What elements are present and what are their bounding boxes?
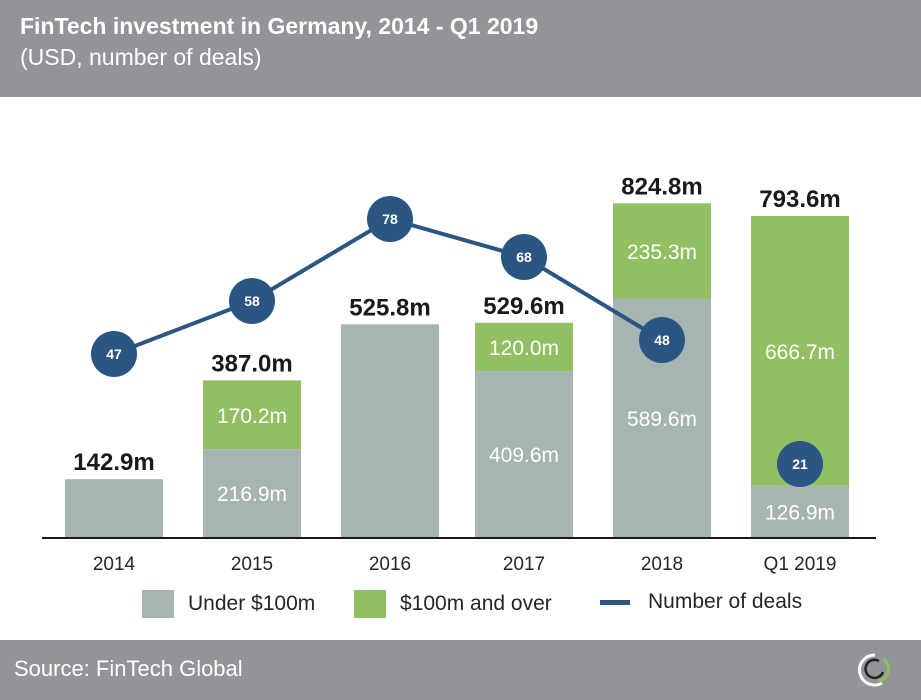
legend-label: Under $100m <box>188 592 316 615</box>
deals-point-label: 78 <box>382 211 398 227</box>
deals-point <box>229 278 275 324</box>
segment-label-over-100m: 170.2m <box>217 405 287 428</box>
total-label: 529.6m <box>483 293 564 320</box>
chart-footer: Source: FinTech Global <box>0 640 921 700</box>
chart-plot-area: 142.9m 2014 216.9m 170.2m 387.0m 2015 525.8m 20… <box>42 173 876 575</box>
chart-subtitle: (USD, number of deals) <box>20 44 262 70</box>
x-tick-label: 2016 <box>369 554 411 575</box>
source-text: Source: FinTech Global <box>14 656 243 681</box>
legend-item-over-100m: $100m and over <box>354 590 552 618</box>
bar-over-100m <box>751 215 849 486</box>
x-tick-label: 2018 <box>641 554 683 575</box>
legend-label: Number of deals <box>648 590 803 613</box>
legend-swatch-under-100m <box>142 590 174 618</box>
deals-point <box>367 196 413 242</box>
deals-point-label: 21 <box>792 456 808 472</box>
chart-header: FinTech investment in Germany, 2014 - Q1… <box>0 0 921 97</box>
legend-line-deals <box>600 599 630 605</box>
chart-title: FinTech investment in Germany, 2014 - Q1… <box>20 13 539 39</box>
bar-over-100m <box>475 322 573 372</box>
x-tick-label: 2015 <box>231 554 273 575</box>
x-tick-label: 2017 <box>503 554 545 575</box>
bar-over-100m <box>613 203 711 299</box>
bar-under-100m <box>475 371 573 537</box>
x-tick-label: Q1 2019 <box>764 554 837 575</box>
deals-point <box>91 331 137 377</box>
segment-label-under-100m: 126.9m <box>765 501 835 524</box>
total-label: 387.0m <box>211 350 292 377</box>
segment-label-under-100m: 216.9m <box>217 483 287 506</box>
legend-swatch-over-100m <box>354 590 386 618</box>
segment-label-over-100m: 666.7m <box>765 341 835 364</box>
bar-under-100m <box>341 324 439 537</box>
deals-point <box>639 317 685 363</box>
bar-under-100m <box>751 485 849 537</box>
total-label: 142.9m <box>73 449 154 476</box>
segment-label-under-100m: 589.6m <box>627 408 697 431</box>
chart-legend: Under $100m $100m and over Number of dea… <box>0 590 921 624</box>
segment-label-over-100m: 235.3m <box>627 241 697 264</box>
total-label: 793.6m <box>759 186 840 213</box>
deals-point-label: 48 <box>654 332 670 348</box>
deals-point-label: 68 <box>516 249 532 265</box>
segment-label-over-100m: 120.0m <box>489 337 559 360</box>
fintech-global-logo-icon <box>858 653 890 687</box>
deals-point-label: 47 <box>106 346 122 362</box>
total-label: 824.8m <box>621 173 702 200</box>
legend-item-deals: Number of deals <box>598 590 802 614</box>
x-tick-label: 2014 <box>93 554 136 575</box>
deals-point-label: 58 <box>244 293 260 309</box>
deals-point <box>501 234 547 280</box>
legend-item-under-100m: Under $100m <box>142 590 315 618</box>
total-label: 525.8m <box>349 294 430 321</box>
segment-label-under-100m: 409.6m <box>489 444 559 467</box>
bar-over-100m <box>203 380 301 450</box>
deals-point <box>777 441 823 487</box>
bar-under-100m <box>203 449 301 537</box>
bar-under-100m <box>65 479 163 537</box>
legend-label: $100m and over <box>400 592 552 615</box>
